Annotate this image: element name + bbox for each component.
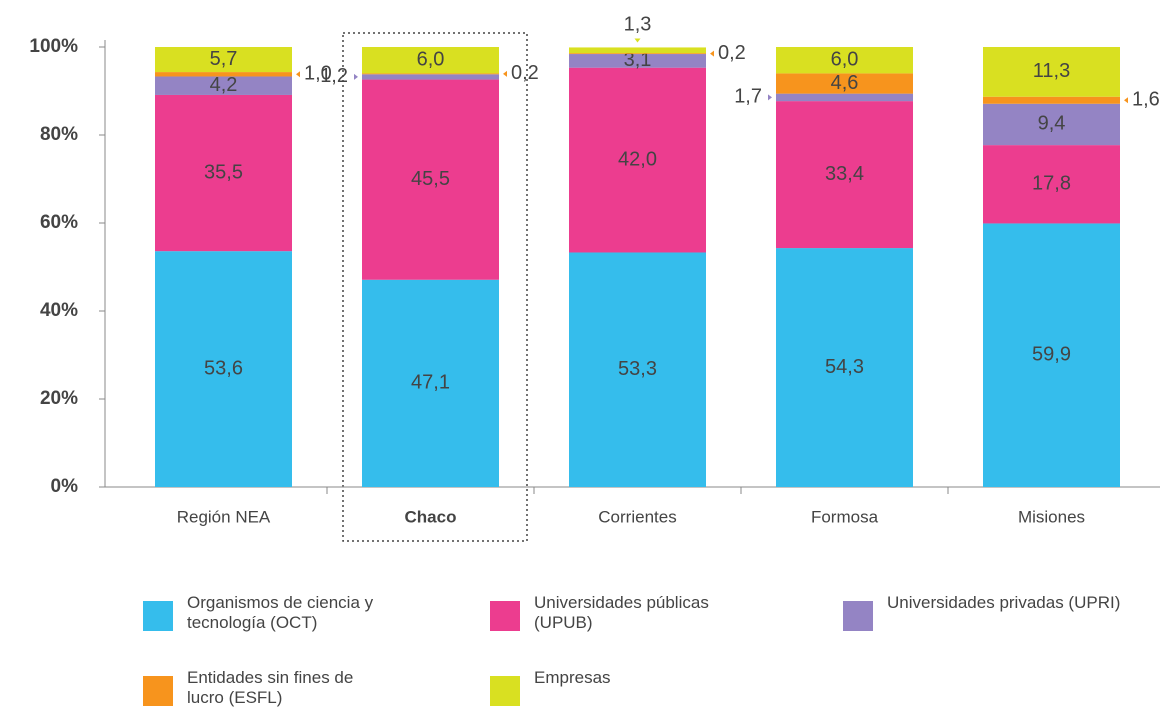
bar-segment — [776, 101, 913, 249]
data-label: 0,2 — [511, 62, 539, 84]
x-tick-label: Corrientes — [598, 507, 676, 526]
label-pointer — [634, 38, 641, 43]
bar-segment — [362, 73, 499, 75]
y-tick-label: 60% — [40, 212, 78, 233]
bar-segment — [569, 252, 706, 487]
bar-segment — [362, 79, 499, 280]
data-label: 5,7 — [210, 48, 238, 70]
bar-segment — [155, 72, 292, 77]
legend-label: Universidades públicas (UPUB) — [534, 593, 709, 632]
data-label: 54,3 — [825, 356, 864, 378]
data-label: 17,8 — [1032, 173, 1071, 195]
data-label: 4,6 — [831, 72, 859, 94]
legend-label: Universidades privadas (UPRI) — [887, 593, 1121, 612]
legend-item: Organismos de ciencia y tecnología (OCT) — [143, 593, 379, 633]
label-pointer — [296, 71, 300, 78]
legend-swatch — [490, 601, 520, 631]
data-label: 6,0 — [417, 48, 445, 70]
label-pointer — [710, 50, 714, 57]
data-label: 1,2 — [320, 65, 348, 87]
data-label: 1,6 — [1132, 89, 1160, 111]
legend-item: Empresas — [490, 668, 734, 706]
bar-segment — [776, 47, 913, 74]
bar-segment — [983, 96, 1120, 104]
legend-label: Empresas — [534, 668, 611, 687]
y-tick-label: 100% — [29, 36, 78, 57]
legend-swatch — [143, 676, 173, 706]
data-label: 9,4 — [1038, 113, 1066, 135]
chart: 0% 20% 40% 60% 80% 100% Región NEA 53,6 35,5 4,2 1… — [29, 14, 1160, 542]
data-label: 6,0 — [831, 48, 859, 70]
bar-segment — [155, 76, 292, 95]
label-pointer — [1124, 97, 1128, 104]
label-pointer — [354, 73, 358, 80]
highlight-box — [342, 32, 528, 542]
data-label: 1,3 — [624, 14, 652, 36]
data-label: 47,1 — [411, 372, 450, 394]
legend-item: Entidades sin fines de lucro (ESFL) — [143, 668, 357, 708]
x-tick-label: Región NEA — [177, 507, 271, 526]
bar-segment — [155, 94, 292, 252]
bar-segment — [983, 145, 1120, 224]
y-tick-label: 0% — [51, 476, 79, 497]
data-label: 1,7 — [734, 86, 762, 108]
bar-segment — [362, 74, 499, 80]
x-tick-label: Chaco — [405, 507, 457, 526]
bar-segment — [569, 47, 706, 54]
bar-segment — [776, 248, 913, 487]
bar-segment — [362, 47, 499, 74]
y-tick-label: 80% — [40, 124, 78, 145]
data-label: 3,1 — [624, 49, 652, 71]
bar-segment — [155, 47, 292, 73]
legend-label: Entidades sin fines de lucro (ESFL) — [187, 668, 354, 707]
bar-segment — [362, 279, 499, 487]
x-tick-label: Formosa — [811, 507, 879, 526]
bar-segment — [776, 73, 913, 94]
legend-swatch — [490, 676, 520, 706]
bar-segment — [569, 67, 706, 253]
data-label: 1,0 — [304, 63, 332, 85]
legend-swatch — [843, 601, 873, 631]
bar-segment — [569, 53, 706, 55]
legend-item: Universidades públicas (UPUB) — [490, 593, 739, 633]
data-label: 53,3 — [618, 358, 657, 380]
data-label: 11,3 — [1033, 60, 1070, 82]
data-label: 42,0 — [618, 148, 657, 170]
y-tick-label: 20% — [40, 388, 78, 409]
data-label: 4,2 — [210, 74, 238, 96]
legend-item: Universidades privadas (UPRI) — [843, 593, 1127, 631]
bar-segment — [983, 103, 1120, 146]
data-label: 33,4 — [825, 163, 864, 185]
bar-segment — [983, 223, 1120, 487]
x-tick-label: Misiones — [1018, 507, 1085, 526]
data-label: 0,2 — [718, 42, 746, 64]
label-pointer — [503, 70, 507, 77]
bar-segment — [155, 251, 292, 487]
bar-segment — [569, 54, 706, 68]
data-label: 59,9 — [1032, 344, 1071, 366]
bar-segment — [776, 93, 913, 102]
legend-label: Organismos de ciencia y tecnología (OCT) — [187, 593, 374, 632]
data-label: 53,6 — [204, 357, 243, 379]
legend-swatch — [143, 601, 173, 631]
bar-segment — [983, 47, 1120, 97]
data-label: 45,5 — [411, 168, 450, 190]
label-pointer — [768, 94, 772, 101]
data-label: 35,5 — [204, 161, 243, 183]
y-tick-label: 40% — [40, 300, 78, 321]
